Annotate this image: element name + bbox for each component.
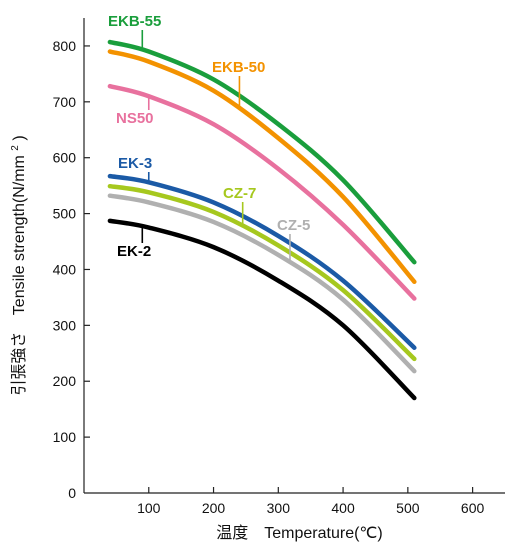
y-axis-title-close: ) — [11, 135, 28, 140]
x-tick-label: 200 — [202, 500, 226, 516]
y-tick-label: 500 — [53, 206, 77, 222]
y-tick-label: 700 — [53, 94, 77, 110]
series-labels: EKB-55 EKB-50 NS50 EK-3 CZ-7 CZ-5 EK-2 — [108, 13, 310, 263]
series-label-ek-2: EK-2 — [117, 243, 151, 260]
axes: 0 — [68, 18, 505, 501]
x-axis-title: 温度 Temperature(℃) — [216, 524, 382, 542]
series-label-ekb-50: EKB-50 — [212, 59, 265, 76]
y-axis-title-sup: 2 — [10, 145, 21, 151]
ticks: 100 200 300 400 500 600 700 800 100 200 300 400 500 6… — [53, 38, 485, 516]
x-tick-label: 300 — [267, 500, 291, 516]
x-tick-label: 400 — [331, 500, 355, 516]
series-label-ek-3: EK-3 — [118, 155, 152, 172]
x-tick-label: 500 — [396, 500, 420, 516]
x-tick-label: 100 — [137, 500, 161, 516]
y-axis-title-jp: 引張強さ — [10, 332, 28, 396]
series-line-ekb-50 — [107, 49, 417, 285]
y-tick-label: 100 — [53, 429, 77, 445]
y-tick-label: 400 — [53, 261, 77, 277]
series-label-cz-7: CZ-7 — [223, 185, 256, 202]
series — [107, 39, 417, 401]
series-line-cz-5 — [107, 193, 417, 374]
y-axis-title: 引張強さ Tensile strength(N/mm 2 ) — [5, 135, 28, 395]
series-line-ekb-55 — [107, 39, 417, 265]
series-label-cz-5: CZ-5 — [277, 217, 310, 234]
series-label-ns50: NS50 — [116, 110, 154, 127]
y-axis-title-text: 引張強さ Tensile strength(N/mm 2 ) — [5, 135, 28, 395]
series-line-cz-7 — [107, 183, 417, 362]
y-tick-label: 600 — [53, 150, 77, 166]
series-line-ek-2 — [107, 218, 417, 401]
x-tick-label: 600 — [461, 500, 485, 516]
y-tick-label: 300 — [53, 317, 77, 333]
y-tick-label: 800 — [53, 38, 77, 54]
series-line-ns50 — [107, 83, 417, 301]
y-tick-label: 200 — [53, 373, 77, 389]
origin-label: 0 — [68, 485, 76, 501]
series-label-ekb-55: EKB-55 — [108, 13, 161, 30]
y-axis-title-en: Tensile strength(N/mm — [11, 155, 28, 315]
